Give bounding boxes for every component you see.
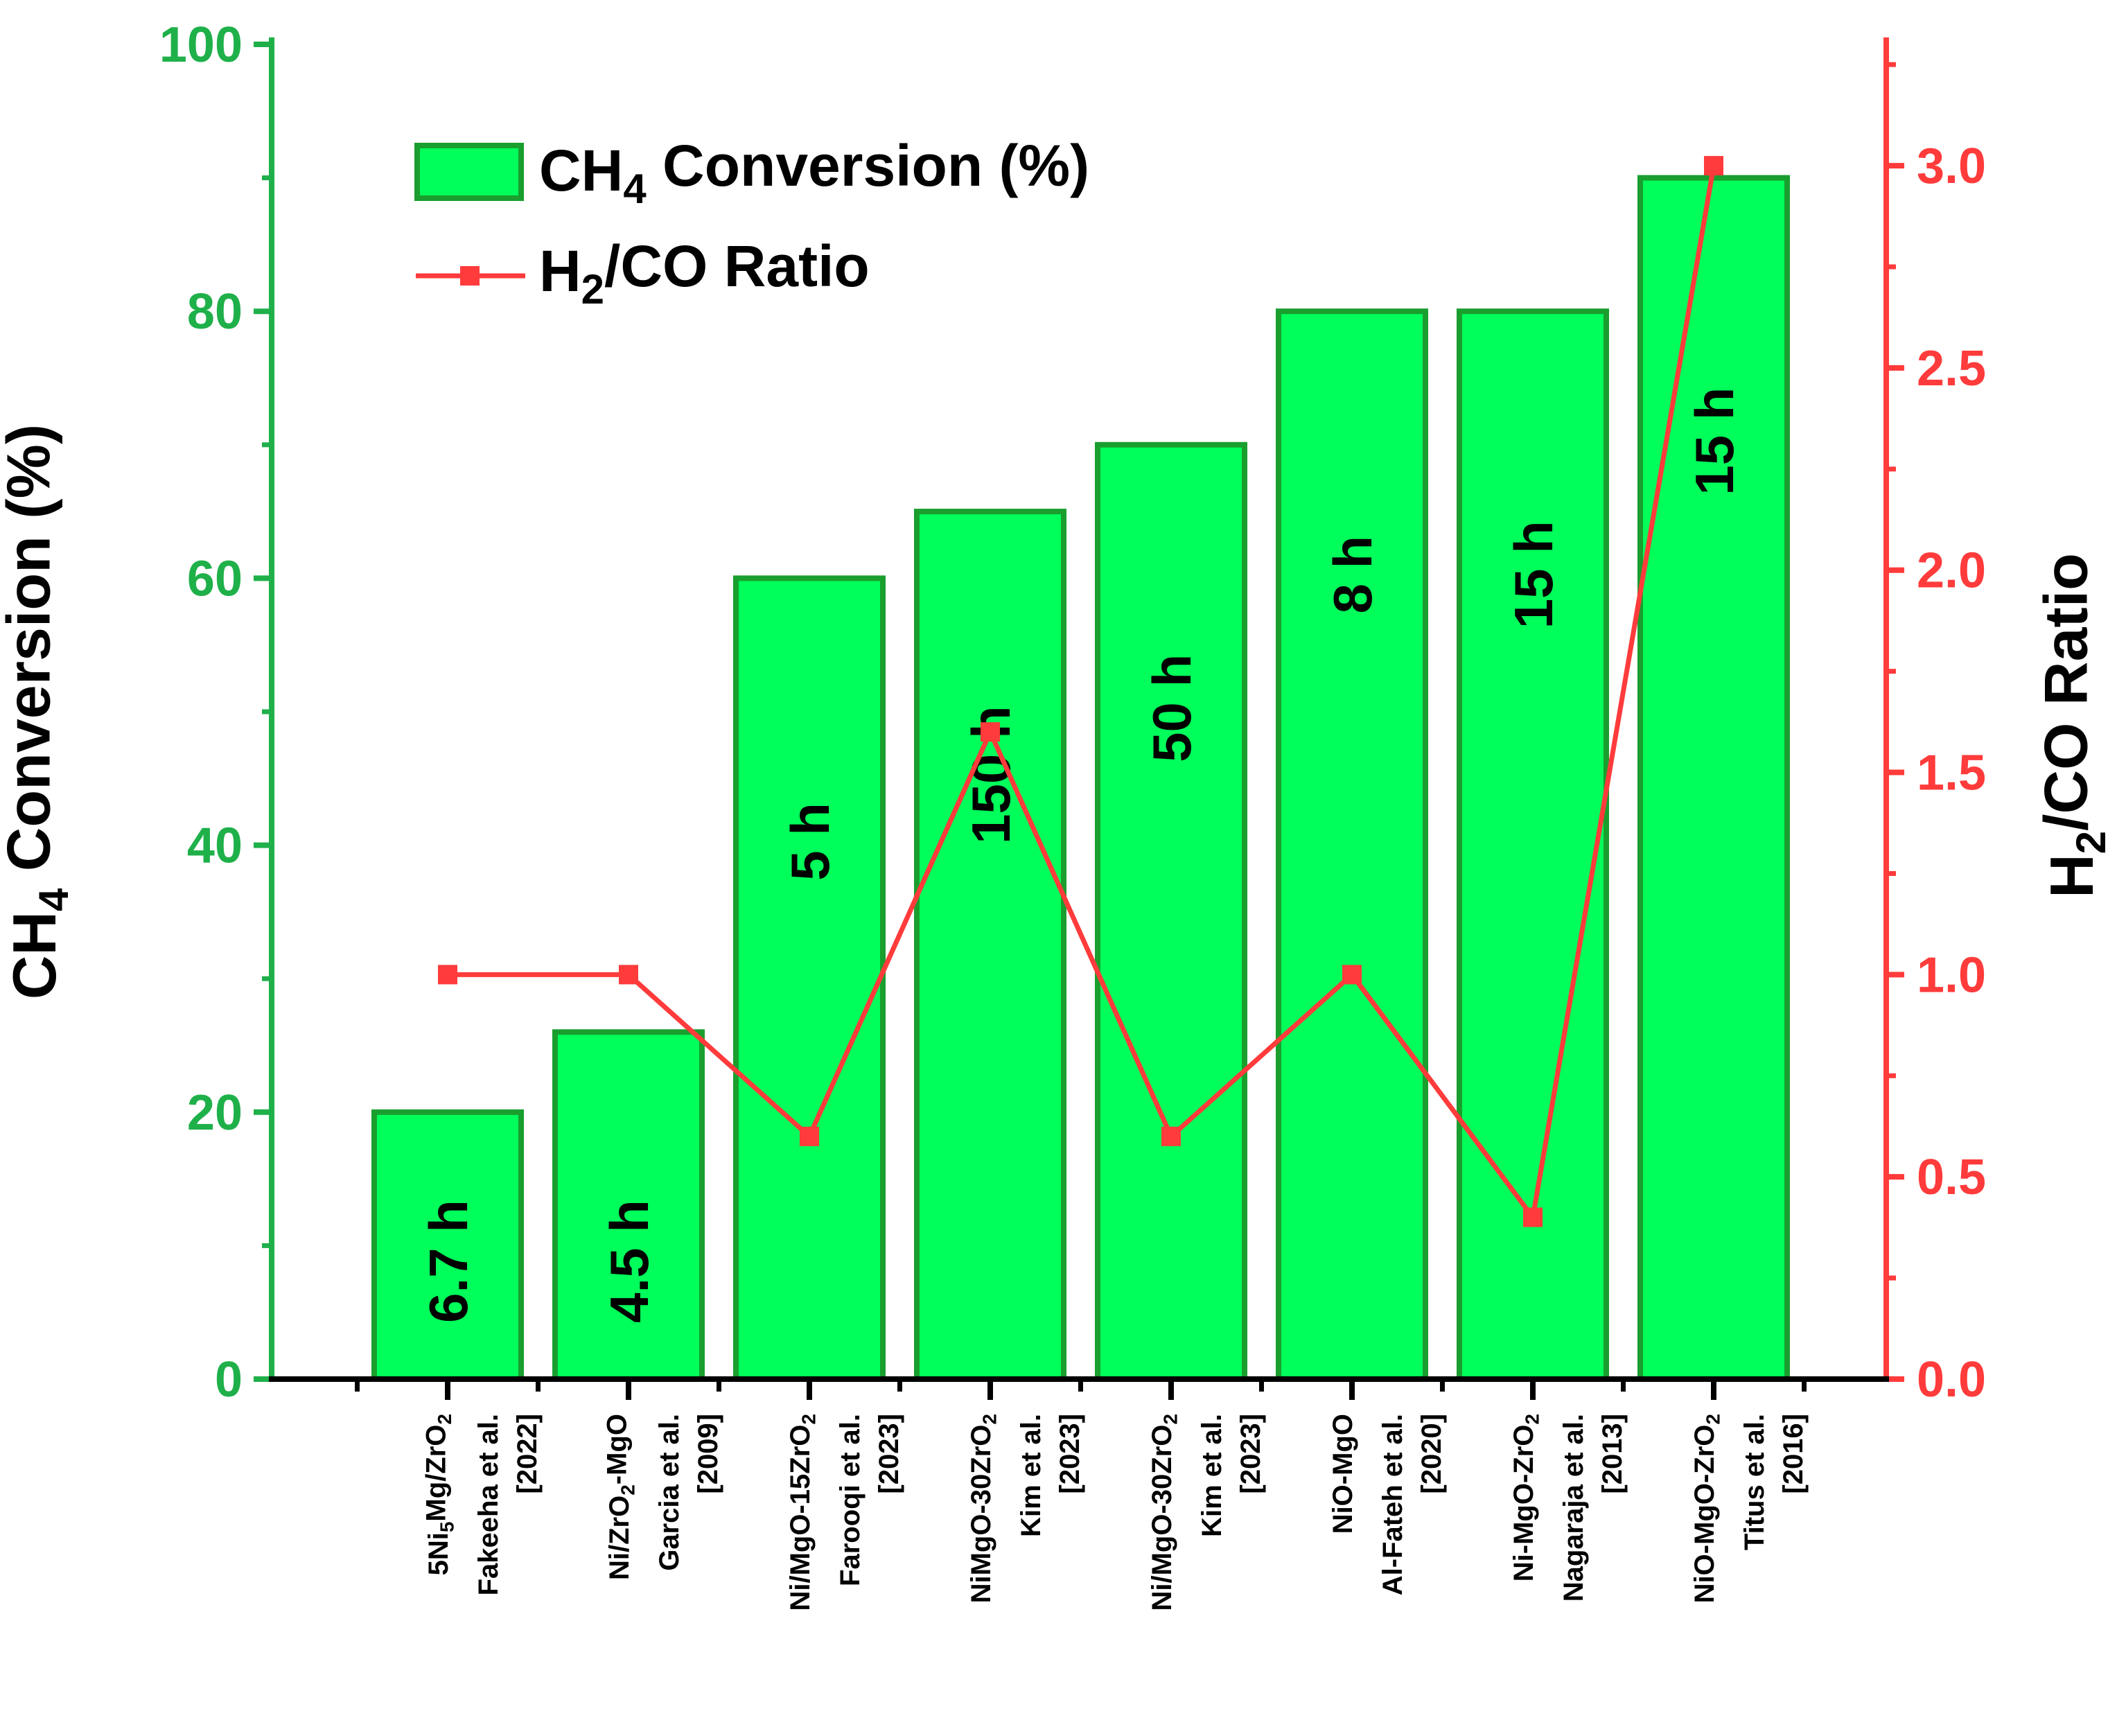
right-tick-label: 1.0 [1917, 947, 1986, 1003]
category-year-label: [2023] [874, 1414, 904, 1494]
category-author-label: Al-Fateh et al. [1378, 1414, 1408, 1595]
category-author-label: Nagaraja et al. [1558, 1414, 1589, 1602]
category-year-label: [2013] [1597, 1414, 1628, 1494]
legend-h2co-label: H2/CO Ratio [539, 234, 870, 313]
category-catalyst-label: Ni/ZrO2-MgO [601, 1414, 638, 1580]
h2co-point-3 [800, 1126, 819, 1146]
bars-layer [371, 175, 1790, 1383]
right-tick-label: 1.5 [1917, 746, 1986, 801]
left-tick-label: 0 [215, 1352, 243, 1408]
axes-layer: 0 20 40 60 80 100 0.0 0.5 1.0 1.5 2.0 2.5 3.0 CH4 Con… [0, 17, 2114, 1408]
left-tick-label: 80 [187, 284, 243, 340]
right-tick-label: 0.5 [1917, 1150, 1986, 1205]
left-tick-label: 40 [187, 818, 243, 874]
h2co-point-1 [438, 965, 457, 985]
bar-3 [733, 575, 886, 1382]
right-tick-label: 2.5 [1917, 341, 1986, 396]
category-author-label: Fakeeha et al. [473, 1414, 504, 1595]
bar-1 [371, 1109, 524, 1383]
category-year-label: [2022] [512, 1414, 543, 1494]
legend: CH4 Conversion (%) H2/CO Ratio [414, 133, 1089, 313]
h2co-point-6 [1342, 965, 1362, 985]
bar-8 [1637, 175, 1790, 1383]
h2co-point-7 [1523, 1207, 1543, 1227]
left-axis-title: CH4 Conversion (%) [0, 424, 77, 999]
bar-duration-label: 8 h [1322, 536, 1383, 614]
left-tick-label: 20 [187, 1085, 243, 1141]
h2co-point-5 [1161, 1126, 1181, 1146]
category-catalyst-label: Ni/MgO-30ZrO2 [1147, 1414, 1181, 1611]
left-tick-label: 60 [187, 551, 243, 606]
category-author-label: Kim et al. [1197, 1414, 1227, 1537]
category-catalyst-label: NiO-MgO-ZrO2 [1689, 1414, 1723, 1603]
category-author-label: Titus et al. [1739, 1414, 1770, 1550]
h2co-point-2 [619, 965, 638, 985]
legend-bar-swatch [414, 143, 524, 201]
h2co-line-layer [438, 156, 1723, 1227]
category-year-label: [2016] [1778, 1414, 1809, 1494]
right-tick-label: 0.0 [1917, 1352, 1986, 1408]
bar-2 [552, 1029, 705, 1382]
category-catalyst-label: Ni-MgO-ZrO2 [1509, 1414, 1543, 1581]
bar-duration-label: 15 h [1503, 520, 1564, 629]
category-year-label: [2023] [1055, 1414, 1085, 1494]
legend-line-marker [460, 266, 480, 286]
right-tick-label: 2.0 [1917, 543, 1986, 599]
category-catalyst-label: NiMgO-30ZrO2 [966, 1414, 1000, 1603]
h2co-point-4 [981, 722, 1000, 742]
category-author-label: Garcia et al. [654, 1414, 685, 1571]
category-labels-layer: 5Ni5Mg/ZrO2 Fakeeha et al. [2022] Ni/ZrO2-M… [421, 1414, 1809, 1611]
bar-duration-label: 50 h [1141, 654, 1202, 762]
left-tick-label: 100 [159, 17, 243, 73]
category-author-label: Kim et al. [1016, 1414, 1046, 1537]
right-axis-title: H2/CO Ratio [2032, 553, 2114, 898]
h2co-line [448, 165, 1716, 1220]
bar-5 [1095, 441, 1247, 1382]
bar-6 [1276, 308, 1428, 1383]
category-year-label: [2020] [1416, 1414, 1447, 1494]
bar-duration-label: 4.5 h [599, 1200, 660, 1323]
bar-4 [914, 509, 1066, 1382]
category-author-label: Farooqi et al. [835, 1414, 866, 1586]
category-catalyst-label: Ni/MgO-15ZrO2 [785, 1414, 819, 1611]
category-year-label: [2009] [693, 1414, 723, 1494]
bar-7 [1457, 308, 1609, 1383]
category-catalyst-label: 5Ni5Mg/ZrO2 [421, 1414, 457, 1575]
right-tick-label: 3.0 [1917, 139, 1986, 194]
bar-duration-label: 5 h [780, 803, 841, 881]
bar-duration-label: 15 h [1684, 387, 1745, 496]
h2co-point-8 [1704, 156, 1723, 176]
category-year-label: [2023] [1236, 1414, 1266, 1494]
legend-ch4-label: CH4 Conversion (%) [539, 133, 1089, 212]
bar-duration-label: 6.7 h [418, 1200, 479, 1323]
category-catalyst-label: NiO-MgO [1328, 1414, 1358, 1534]
